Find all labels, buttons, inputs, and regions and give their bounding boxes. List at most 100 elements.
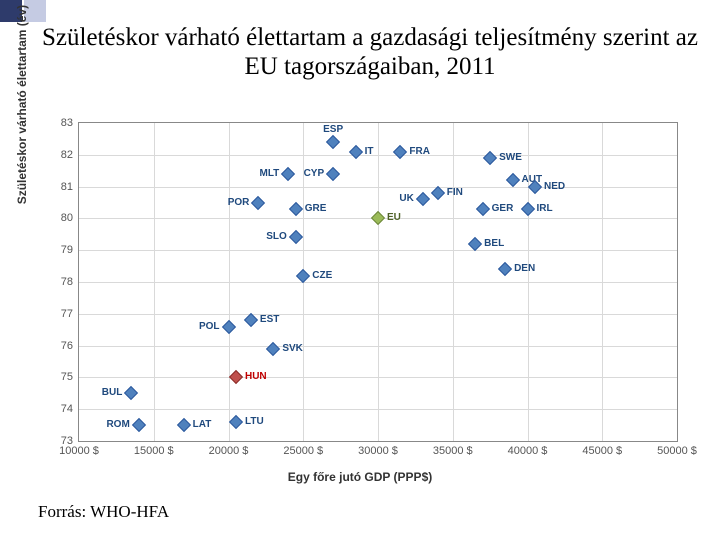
diamond-marker (266, 342, 280, 356)
point-label: SLO (266, 231, 287, 242)
gridline (229, 123, 230, 441)
data-point-slo (291, 232, 301, 242)
point-label: FIN (447, 187, 463, 198)
data-point-por (253, 198, 263, 208)
point-label: GRE (305, 203, 327, 214)
data-point-uk (418, 194, 428, 204)
point-label: DEN (514, 263, 535, 274)
point-label: LAT (193, 419, 212, 430)
plot-area: 737475767778798081828310000 $15000 $2000… (78, 122, 678, 442)
point-label: BUL (102, 387, 123, 398)
point-label: CZE (312, 270, 332, 281)
data-point-ger (478, 204, 488, 214)
point-label: CYP (304, 168, 325, 179)
data-point-aut (508, 175, 518, 185)
data-point-eu (373, 213, 383, 223)
data-point-bul (126, 388, 136, 398)
y-tick: 75 (61, 371, 79, 383)
diamond-marker (124, 386, 138, 400)
source-text: Forrás: WHO-HFA (38, 502, 169, 522)
diamond-marker (251, 195, 265, 209)
x-tick: 50000 $ (657, 441, 697, 457)
point-label: POR (228, 197, 250, 208)
diamond-marker (520, 202, 534, 216)
diamond-marker (348, 145, 362, 159)
data-point-gre (291, 204, 301, 214)
x-tick: 40000 $ (508, 441, 548, 457)
point-label: EST (260, 314, 279, 325)
diamond-marker (289, 230, 303, 244)
x-tick: 15000 $ (134, 441, 174, 457)
data-point-svk (268, 344, 278, 354)
diamond-marker (431, 186, 445, 200)
diamond-marker (326, 167, 340, 181)
point-label: EU (387, 212, 401, 223)
data-point-cyp (328, 169, 338, 179)
y-tick: 76 (61, 340, 79, 352)
diamond-marker (132, 418, 146, 432)
data-point-den (500, 264, 510, 274)
diamond-marker (371, 211, 385, 225)
gridline (453, 123, 454, 441)
x-axis-label: Egy főre jutó GDP (PPP$) (288, 470, 432, 484)
data-point-ned (530, 182, 540, 192)
diamond-marker (483, 151, 497, 165)
y-tick: 82 (61, 149, 79, 161)
x-tick: 30000 $ (358, 441, 398, 457)
data-point-esp (328, 137, 338, 147)
diamond-marker (229, 415, 243, 429)
x-tick: 20000 $ (209, 441, 249, 457)
diamond-marker (528, 180, 542, 194)
point-label: ESP (323, 124, 343, 135)
diamond-marker (476, 202, 490, 216)
gridline (602, 123, 603, 441)
data-point-hun (231, 372, 241, 382)
point-label: BEL (484, 238, 504, 249)
gridline (528, 123, 529, 441)
y-tick: 80 (61, 212, 79, 224)
data-point-rom (134, 420, 144, 430)
diamond-marker (505, 173, 519, 187)
diamond-marker (281, 167, 295, 181)
point-label: LTU (245, 416, 264, 427)
diamond-marker (498, 262, 512, 276)
data-point-it (351, 147, 361, 157)
data-point-irl (523, 204, 533, 214)
data-point-bel (470, 239, 480, 249)
diamond-marker (289, 202, 303, 216)
data-point-swe (485, 153, 495, 163)
y-tick: 74 (61, 403, 79, 415)
diamond-marker (229, 370, 243, 384)
point-label: POL (199, 321, 220, 332)
x-tick: 10000 $ (59, 441, 99, 457)
y-tick: 81 (61, 181, 79, 193)
data-point-fra (395, 147, 405, 157)
point-label: GER (492, 203, 514, 214)
data-point-lat (179, 420, 189, 430)
y-tick: 77 (61, 308, 79, 320)
point-label: MLT (259, 168, 279, 179)
point-label: FRA (409, 146, 430, 157)
y-axis-label: Születéskor várható élettartam (év) (15, 5, 29, 204)
diamond-marker (221, 319, 235, 333)
slide: Születéskor várható élettartam a gazdasá… (0, 0, 720, 540)
diamond-marker (393, 145, 407, 159)
point-label: UK (399, 193, 413, 204)
y-tick: 79 (61, 244, 79, 256)
slide-title: Születéskor várható élettartam a gazdasá… (40, 24, 700, 82)
point-label: IRL (537, 203, 553, 214)
diamond-marker (177, 418, 191, 432)
point-label: IT (365, 146, 374, 157)
gridline (378, 123, 379, 441)
data-point-pol (224, 322, 234, 332)
point-label: ROM (106, 419, 129, 430)
x-tick: 45000 $ (582, 441, 622, 457)
diamond-marker (244, 313, 258, 327)
x-tick: 35000 $ (433, 441, 473, 457)
point-label: HUN (245, 371, 267, 382)
diamond-marker (416, 192, 430, 206)
point-label: SWE (499, 152, 522, 163)
data-point-fin (433, 188, 443, 198)
scatter-chart: Születéskor várható élettartam (év) 7374… (30, 112, 690, 482)
y-tick: 78 (61, 276, 79, 288)
